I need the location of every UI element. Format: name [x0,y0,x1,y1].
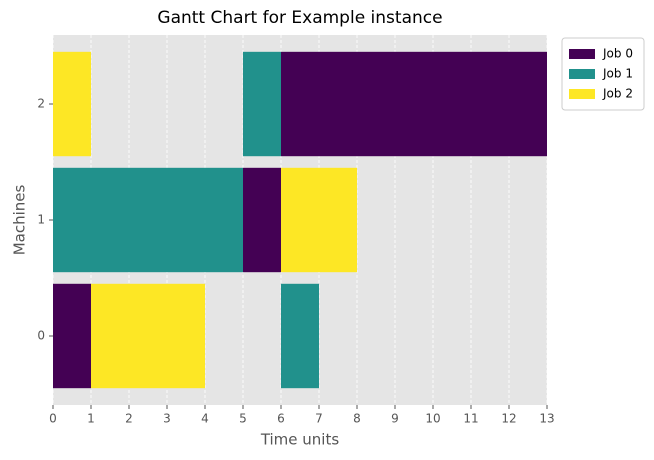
x-tick-label: 9 [391,412,399,426]
x-tick-label: 1 [87,412,95,426]
y-tick-label: 0 [37,328,45,342]
legend-label: Job 2 [602,87,633,101]
task-bar [243,167,281,273]
task-bar [281,283,319,389]
task-bar [243,51,281,157]
y-tick-label: 1 [37,213,45,227]
task-bar [53,283,91,389]
x-tick-label: 13 [539,412,554,426]
task-bar [91,283,205,389]
task-bar [281,167,357,273]
task-bar [53,167,243,273]
task-bar [281,51,547,157]
x-tick-label: 5 [239,412,247,426]
x-tick-label: 11 [463,412,478,426]
x-tick-label: 10 [425,412,440,426]
x-axis-label: Time units [260,431,340,449]
x-tick-label: 3 [163,412,171,426]
y-axis-label: Machines [11,185,29,256]
chart-title: Gantt Chart for Example instance [157,8,442,28]
task-bar [53,51,91,157]
legend-label: Job 0 [602,47,633,61]
x-tick-label: 6 [277,412,285,426]
x-tick-label: 7 [315,412,323,426]
legend-swatch [569,49,595,59]
legend-swatch [569,89,595,99]
legend-swatch [569,69,595,79]
x-tick-label: 4 [201,412,209,426]
x-tick-label: 2 [125,412,133,426]
x-tick-label: 12 [501,412,516,426]
x-tick-label: 0 [49,412,57,426]
x-tick-label: 8 [353,412,361,426]
y-tick-label: 2 [37,97,45,111]
legend-label: Job 1 [602,67,633,81]
